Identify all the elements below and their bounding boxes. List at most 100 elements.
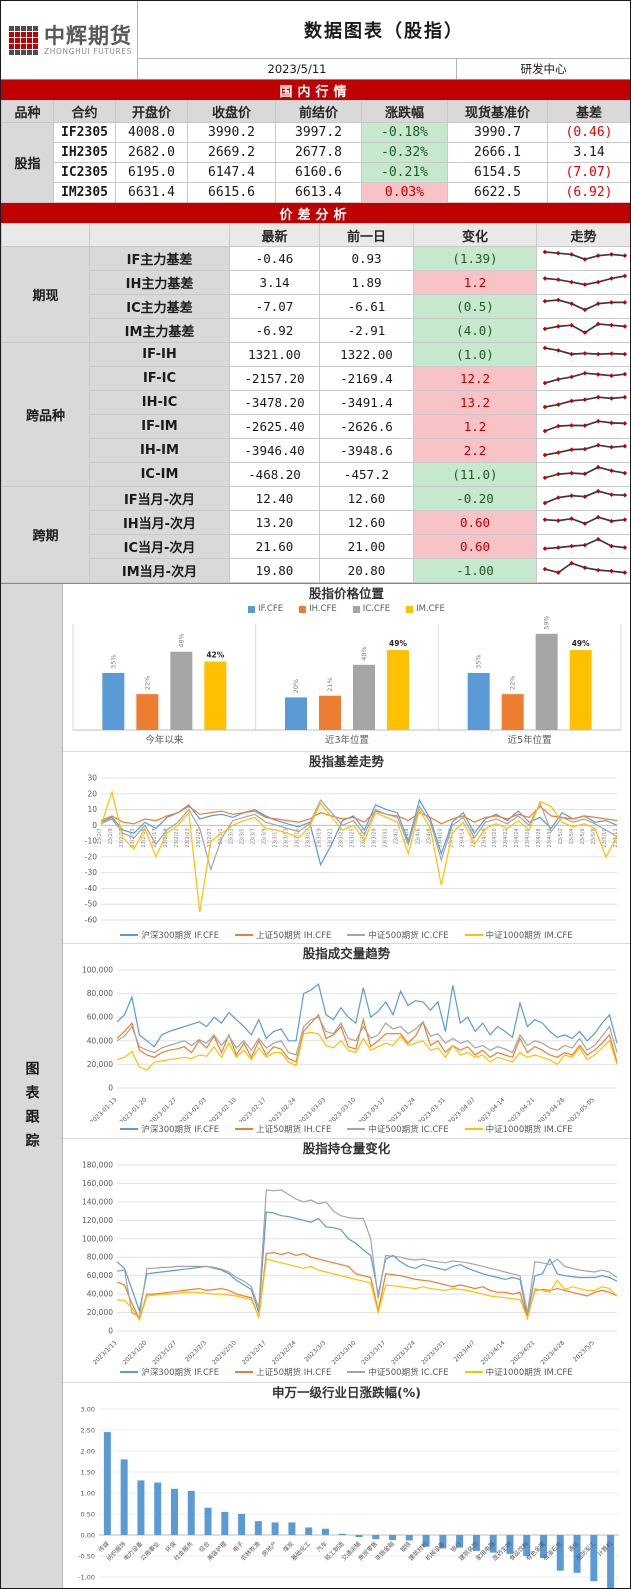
trend-sparkline xyxy=(536,462,630,487)
svg-text:2023-04-28: 2023-04-28 xyxy=(536,1096,566,1122)
svg-text:23/5/8: 23/5/8 xyxy=(591,828,597,844)
cell-open: 6195.0 xyxy=(115,162,188,183)
cell-spread-label: IC主力基差 xyxy=(89,294,230,319)
legend-item: IF.CFE xyxy=(248,604,283,614)
svg-text:30: 30 xyxy=(87,773,97,782)
svg-text:23/4/26: 23/4/26 xyxy=(525,828,531,847)
cell-previous: 20.80 xyxy=(319,558,414,583)
svg-text:2023/1/13: 2023/1/13 xyxy=(91,1340,118,1366)
market-row: IH2305 2682.0 2669.2 2677.8 -0.32% 2666.1 3.14 xyxy=(2,142,630,163)
cell-spread-label: IF-IH xyxy=(89,342,230,367)
cell-change-pct: -0.32% xyxy=(361,142,448,163)
col-previous: 前一日 xyxy=(319,223,414,247)
svg-text:23/2/27: 23/2/27 xyxy=(206,828,212,847)
svg-text:2023-01-27: 2023-01-27 xyxy=(148,1096,178,1122)
market-table: 品种 合约 开盘价 收盘价 前结价 涨跌幅 现货基准价 基差 股指 IF2305 4008.0 39… xyxy=(1,100,630,203)
market-col-header: 开盘价 xyxy=(115,100,188,123)
svg-text:-0.50: -0.50 xyxy=(78,1553,95,1561)
charts-column: 股指价格位置 IF.CFE IH.CFE IC.CFE IM.CFE 35% 22% 48%… xyxy=(63,584,630,1588)
svg-text:23/3/13: 23/3/13 xyxy=(283,828,289,847)
cell-latest: -3478.20 xyxy=(229,390,320,415)
cell-open: 6631.4 xyxy=(115,182,188,203)
svg-text:60,000: 60,000 xyxy=(86,1272,112,1281)
svg-text:2023-01-13: 2023-01-13 xyxy=(88,1096,118,1122)
svg-text:23/2/23: 23/2/23 xyxy=(184,828,190,847)
department-label: 研发中心 xyxy=(456,58,630,79)
cell-spread-label: IC-IM xyxy=(89,462,230,487)
cell-prev-settle: 2677.8 xyxy=(275,142,362,163)
cell-basis: (0.46) xyxy=(547,122,630,143)
market-col-header: 涨跌幅 xyxy=(361,100,448,123)
spread-row: IH-IM -3946.40 -3948.6 2.2 xyxy=(2,438,630,463)
company-name: 中辉期货 xyxy=(44,23,132,48)
cell-previous: 12.60 xyxy=(319,510,414,535)
legend-swatch-icon xyxy=(347,1127,366,1130)
svg-text:0.00: 0.00 xyxy=(80,1532,94,1540)
variety-label: 股指 xyxy=(1,122,54,203)
svg-text:2023/3/3: 2023/3/3 xyxy=(303,1340,327,1364)
cell-spread-label: IC当月-次月 xyxy=(89,534,230,559)
cell-previous: -3948.6 xyxy=(319,438,414,463)
svg-text:电子: 电子 xyxy=(230,1540,244,1554)
cell-change: 13.2 xyxy=(413,390,537,415)
legend-item: IM.CFE xyxy=(406,604,445,614)
svg-text:23/2/7: 23/2/7 xyxy=(97,828,103,844)
chart-title: 股指基差走势 xyxy=(308,753,384,769)
svg-text:40,000: 40,000 xyxy=(86,1290,112,1299)
spread-row: IM当月-次月 19.80 20.80 -1.00 xyxy=(2,558,630,583)
svg-text:23/4/18: 23/4/18 xyxy=(481,828,487,847)
cell-latest: 21.60 xyxy=(229,534,320,559)
svg-text:今年以来: 今年以来 xyxy=(145,734,184,746)
cell-open: 2682.0 xyxy=(115,142,188,163)
cell-change-pct: -0.18% xyxy=(361,122,448,143)
trend-sparkline xyxy=(536,414,630,439)
trend-sparkline xyxy=(536,486,630,511)
cell-previous: 1322.00 xyxy=(319,342,414,367)
svg-text:49%: 49% xyxy=(389,639,407,648)
svg-text:23/3/11: 23/3/11 xyxy=(272,828,278,847)
sparkline-svg xyxy=(542,297,627,313)
svg-text:2023-03-24: 2023-03-24 xyxy=(387,1096,417,1122)
trend-sparkline xyxy=(536,558,630,583)
company-name-en: ZHONGHUI FUTURES xyxy=(44,46,133,56)
cell-spread-label: IH主力基差 xyxy=(89,270,230,295)
svg-text:2023/3/31: 2023/3/31 xyxy=(420,1340,447,1366)
svg-text:23/4/10: 23/4/10 xyxy=(437,828,443,847)
sparkline-svg xyxy=(542,560,627,575)
svg-text:23/3/3: 23/3/3 xyxy=(228,828,234,844)
svg-text:2023-04-07: 2023-04-07 xyxy=(447,1096,477,1122)
legend-item: IH.CFE xyxy=(299,604,337,614)
svg-text:2023-03-31: 2023-03-31 xyxy=(417,1096,447,1122)
cell-latest: 12.40 xyxy=(229,486,320,511)
svg-text:23/2/19: 23/2/19 xyxy=(162,828,168,847)
svg-text:42%: 42% xyxy=(206,651,224,660)
cell-change: (0.5) xyxy=(413,294,537,319)
sparkline-svg xyxy=(542,321,627,335)
svg-text:23/4/8: 23/4/8 xyxy=(426,828,432,844)
spread-row: IM主力基差 -6.92 -2.91 (4.0) xyxy=(2,318,630,343)
svg-text:-10: -10 xyxy=(84,836,96,845)
svg-text:综合: 综合 xyxy=(197,1540,211,1554)
col-trend: 走势 xyxy=(536,223,630,247)
cell-spread-label: IF-IM xyxy=(89,414,230,439)
svg-text:23/2/15: 23/2/15 xyxy=(140,828,146,847)
cell-prev-settle: 6613.4 xyxy=(275,182,362,203)
cell-change: 2.2 xyxy=(413,438,537,463)
cell-spot-benchmark: 6622.5 xyxy=(447,182,548,203)
spread-group-label: 跨品种 xyxy=(1,342,90,487)
svg-text:23/4/28: 23/4/28 xyxy=(536,828,542,847)
svg-text:23/5/2: 23/5/2 xyxy=(558,828,564,844)
legend-item: 沪深300期货 IF.CFE xyxy=(120,1123,219,1135)
spread-row: IC-IM -468.20 -457.2 (11.0) xyxy=(2,462,630,487)
legend-swatch-icon xyxy=(120,1127,139,1130)
svg-text:100,000: 100,000 xyxy=(81,1235,112,1244)
svg-text:59%: 59% xyxy=(542,616,550,630)
cell-change: (4.0) xyxy=(413,318,537,343)
svg-text:-1.00: -1.00 xyxy=(78,1574,95,1582)
svg-text:23/5/4: 23/5/4 xyxy=(569,828,575,844)
svg-text:23/4/14: 23/4/14 xyxy=(459,828,465,847)
legend-swatch-icon xyxy=(248,605,256,613)
svg-text:23/3/25: 23/3/25 xyxy=(349,828,355,847)
spread-row: IF-IC -2157.20 -2169.4 12.2 xyxy=(2,366,630,391)
